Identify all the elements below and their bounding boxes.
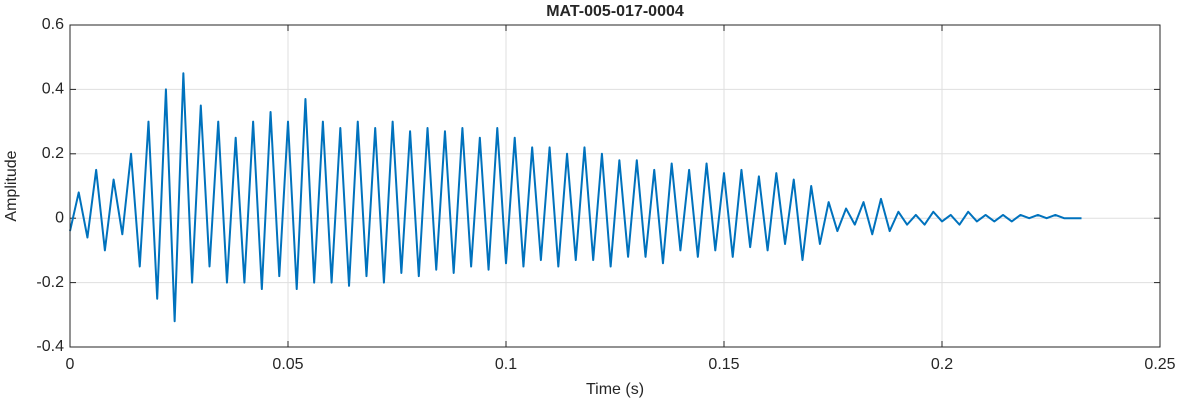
x-tick-label: 0.15 (708, 356, 739, 373)
y-tick-label: 0.2 (42, 145, 64, 162)
chart-title: MAT-005-017-0004 (546, 3, 684, 20)
plot-frame (69, 24, 1161, 348)
x-tick-label: 0.05 (272, 356, 303, 373)
x-tick-label: 0.2 (931, 356, 953, 373)
y-axis-label: Amplitude (3, 150, 20, 221)
y-tick-label: -0.2 (36, 274, 64, 291)
x-tick-label: 0.1 (495, 356, 517, 373)
y-tick-label: -0.4 (36, 338, 64, 355)
y-tick-label: 0.4 (42, 81, 64, 98)
x-tick-label: 0.25 (1144, 356, 1175, 373)
x-axis-label: Time (s) (586, 381, 644, 398)
x-tick-label: 0 (66, 356, 75, 373)
y-tick-label: 0 (55, 209, 64, 226)
y-tick-label: 0.6 (42, 16, 64, 33)
data-line (69, 72, 1082, 323)
